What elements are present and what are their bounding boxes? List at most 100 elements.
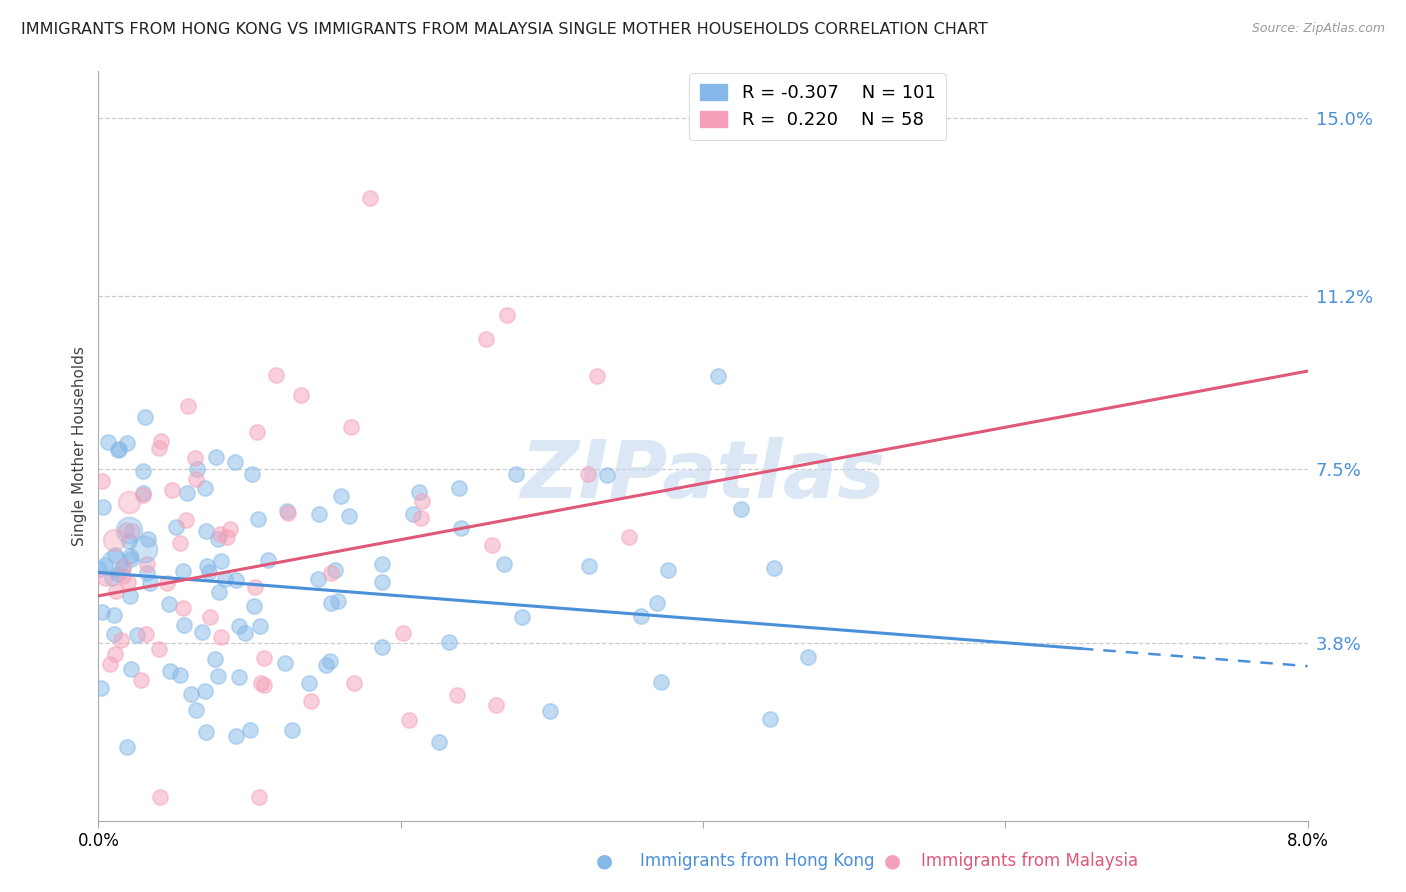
Point [321, 566, 343, 581]
Point [135, 627, 157, 641]
Point [160, 483, 183, 498]
Point [650, 675, 672, 690]
Point [797, 649, 820, 664]
Point [195, 725, 218, 739]
Point [150, 434, 173, 448]
Point [132, 541, 155, 557]
Point [370, 640, 392, 654]
Point [165, 519, 187, 533]
Point [117, 739, 139, 754]
Point [308, 507, 330, 521]
Point [108, 442, 131, 456]
Point [174, 513, 197, 527]
Point [103, 533, 125, 547]
Point [247, 790, 270, 805]
Point [107, 566, 129, 581]
Point [209, 631, 232, 645]
Point [595, 467, 617, 482]
Point [191, 625, 214, 640]
Point [208, 526, 231, 541]
Point [207, 669, 229, 683]
Point [586, 368, 609, 383]
Point [157, 597, 180, 611]
Point [242, 599, 264, 613]
Point [207, 533, 229, 547]
Point [120, 662, 142, 676]
Point [730, 502, 752, 516]
Point [205, 450, 228, 465]
Point [360, 191, 382, 205]
Point [148, 641, 170, 656]
Point [495, 308, 517, 322]
Point [224, 455, 246, 469]
Point [209, 554, 232, 568]
Text: Source: ZipAtlas.com: Source: ZipAtlas.com [1251, 22, 1385, 36]
Point [98, 657, 121, 671]
Point [225, 729, 247, 743]
Point [298, 676, 321, 690]
Point [319, 654, 342, 668]
Point [112, 561, 135, 575]
Point [371, 575, 394, 590]
Text: Immigrants from Hong Kong: Immigrants from Hong Kong [640, 852, 875, 870]
Point [155, 576, 177, 591]
Point [247, 512, 270, 526]
Point [136, 533, 159, 547]
Point [228, 670, 250, 684]
Point [136, 557, 159, 571]
Point [200, 610, 222, 624]
Point [149, 790, 172, 805]
Point [339, 419, 361, 434]
Point [132, 488, 155, 502]
Point [101, 571, 124, 585]
Point [494, 557, 516, 571]
Point [246, 425, 269, 439]
Point [94, 558, 117, 572]
Point [173, 618, 195, 632]
Point [103, 556, 125, 570]
Point [184, 451, 207, 466]
Point [169, 668, 191, 682]
Point [274, 656, 297, 670]
Point [172, 564, 194, 578]
Point [408, 485, 430, 500]
Point [118, 495, 141, 509]
Point [131, 486, 153, 500]
Point [398, 713, 420, 727]
Point [103, 607, 125, 622]
Point [91, 605, 114, 619]
Point [111, 559, 134, 574]
Point [97, 435, 120, 450]
Point [343, 676, 366, 690]
Point [194, 684, 217, 698]
Point [93, 570, 115, 584]
Point [131, 464, 153, 478]
Point [576, 467, 599, 482]
Point [172, 601, 194, 615]
Point [657, 563, 679, 577]
Point [239, 723, 262, 737]
Point [763, 561, 786, 575]
Point [437, 635, 460, 649]
Point [120, 551, 142, 566]
Point [103, 548, 125, 562]
Point [446, 688, 468, 702]
Point [90, 474, 112, 488]
Point [276, 504, 298, 518]
Point [392, 626, 415, 640]
Point [249, 676, 271, 690]
Point [111, 568, 134, 582]
Point [120, 589, 142, 603]
Point [329, 489, 352, 503]
Point [240, 467, 263, 481]
Point [91, 500, 114, 515]
Point [121, 524, 143, 539]
Point [204, 652, 226, 666]
Point [427, 735, 450, 749]
Point [578, 559, 600, 574]
Point [485, 698, 508, 712]
Point [115, 523, 138, 537]
Point [707, 368, 730, 383]
Point [617, 530, 640, 544]
Point [450, 521, 472, 535]
